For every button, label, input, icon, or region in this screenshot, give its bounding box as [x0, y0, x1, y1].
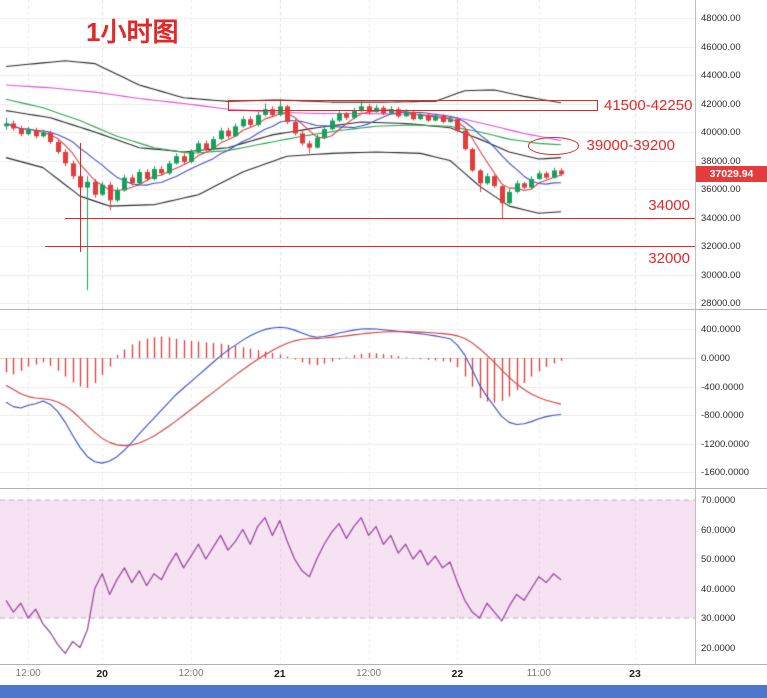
price-axis-label: 34000.00: [701, 212, 741, 224]
resistance-zone-box[interactable]: [228, 99, 598, 111]
resistance-zone-label[interactable]: 41500-42250: [604, 96, 693, 114]
macd-axis-label: -400.0000: [701, 381, 744, 393]
price-axis-label: 44000.00: [701, 70, 741, 81]
price-axis-column[interactable]: 48000.00 46000.00 44000.00 42000.00 40000.00…: [695, 0, 767, 664]
macd-axis-label: -800.0000: [701, 410, 744, 422]
oscillator-axis-label: 60.0000: [701, 524, 736, 536]
macd-axis-label: -1200.0000: [701, 438, 750, 450]
time-axis-label: 12:00: [178, 668, 204, 679]
time-axis-label: 20: [96, 668, 109, 680]
current-price-badge: 37029.94: [696, 166, 767, 183]
macd-chart-canvas[interactable]: [0, 310, 695, 489]
oscillator-axis-label: 20.0000: [701, 642, 736, 654]
price-axis-label: 32000.00: [701, 241, 741, 252]
support-line-34000[interactable]: [65, 217, 695, 219]
time-axis[interactable]: 12:00 20 12:00 21 12:00 22 11:00 23: [0, 664, 767, 685]
time-axis-label: 22: [451, 668, 464, 680]
price-axis-label: 36000.00: [701, 184, 741, 195]
panel-separator: [0, 309, 767, 310]
support-label-32000[interactable]: 32000: [648, 250, 690, 267]
oscillator-chart-canvas[interactable]: [0, 489, 695, 664]
time-axis-label: 23: [629, 668, 641, 680]
time-axis-label: 12:00: [356, 668, 382, 679]
price-axis-label: 42000.00: [701, 98, 741, 110]
price-axis-label: 30000.00: [701, 269, 741, 281]
price-axis-label: 40000.00: [701, 127, 741, 138]
price-axis-label: 48000.00: [701, 13, 741, 24]
chart-title: 1小时图: [86, 17, 179, 47]
oscillator-axis-label: 70.0000: [701, 495, 736, 506]
oscillator-axis-label: 50.0000: [701, 554, 736, 565]
price-axis-label: 46000.00: [701, 41, 741, 53]
vertical-marker-line[interactable]: [80, 143, 81, 252]
support-line-32000[interactable]: [45, 246, 695, 247]
price-axis-label: 28000.00: [701, 298, 741, 309]
oscillator-axis-label: 40.0000: [701, 583, 736, 595]
macd-axis-label: -1600.0000: [701, 467, 750, 479]
pivot-zone-ellipse[interactable]: [527, 137, 580, 156]
oscillator-axis-label: 30.0000: [701, 613, 736, 624]
macd-axis-label: 0.0000: [701, 353, 731, 364]
pivot-zone-label[interactable]: 39000-39200: [586, 137, 675, 155]
panel-separator: [0, 488, 767, 489]
price-axis-label: 38000.00: [701, 155, 741, 167]
time-axis-label: 11:00: [526, 668, 551, 679]
time-axis-label: 12:00: [15, 668, 41, 679]
price-chart-canvas[interactable]: [0, 0, 695, 310]
macd-axis-label: 400.0000: [701, 324, 741, 336]
time-axis-label: 21: [273, 668, 286, 680]
bottom-bar: [0, 685, 767, 698]
support-label-34000[interactable]: 34000: [648, 196, 690, 214]
